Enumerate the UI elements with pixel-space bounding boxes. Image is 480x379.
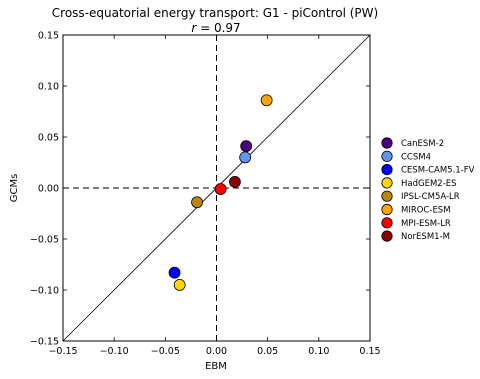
x-tick-label-3: 0.00 bbox=[206, 346, 227, 357]
legend-label-4: IPSL-CM5A-LR bbox=[401, 192, 460, 202]
legend-marker-0 bbox=[381, 137, 393, 149]
data-point-2 bbox=[168, 266, 181, 279]
legend-label-2: CESM-CAM5.1-FV bbox=[401, 166, 475, 176]
data-point-5 bbox=[260, 94, 273, 107]
legend-label-1: CCSM4 bbox=[401, 152, 431, 162]
y-tick-label-1: −0.10 bbox=[30, 286, 59, 297]
legend: CanESM-2 CCSM4 CESM-CAM5.1-FV HadGEM2-ES IPS… bbox=[381, 137, 475, 242]
legend-marker-1 bbox=[381, 150, 393, 162]
x-tick-label-4: 0.05 bbox=[257, 346, 278, 357]
legend-label-5: MIROC-ESM bbox=[401, 206, 451, 216]
x-tick-label-1: −0.10 bbox=[100, 346, 129, 357]
chart-title: Cross-equatorial energy transport: G1 - … bbox=[52, 6, 378, 20]
legend-label-0: CanESM-2 bbox=[401, 139, 444, 149]
y-tick-label-6: 0.15 bbox=[38, 31, 59, 42]
data-point-6 bbox=[214, 183, 227, 195]
legend-label-6: MPI-ESM-LR bbox=[401, 219, 451, 229]
plot-area: −0.15 −0.10 −0.05 0.00 0.05 0.10 0.15 −0.15 −0.1… bbox=[30, 31, 381, 358]
subtitle-symbol: r bbox=[191, 21, 197, 35]
x-tick-label-6: 0.15 bbox=[359, 346, 380, 357]
x-tick-label-0: −0.15 bbox=[48, 346, 77, 357]
legend-marker-2 bbox=[381, 164, 393, 176]
data-point-4 bbox=[191, 196, 203, 209]
legend-marker-3 bbox=[381, 177, 393, 189]
x-axis-label: EBM bbox=[205, 361, 227, 372]
data-point-3 bbox=[173, 278, 186, 291]
y-tick-label-3: 0.00 bbox=[38, 184, 59, 195]
x-tick-label-5: 0.10 bbox=[308, 346, 329, 357]
y-axis-label: GCMs bbox=[9, 174, 20, 203]
legend-label-7: NorESM1-M bbox=[401, 232, 450, 242]
x-tick-label-2: −0.05 bbox=[151, 346, 180, 357]
subtitle-value: = 0.97 bbox=[196, 21, 240, 35]
svg-text:r = 0.97: r = 0.97 bbox=[191, 21, 240, 35]
y-tick-label-4: 0.05 bbox=[38, 133, 59, 144]
y-tick-label-2: −0.05 bbox=[30, 235, 59, 246]
legend-label-3: HadGEM2-ES bbox=[401, 179, 457, 189]
y-tick-label-0: −0.15 bbox=[30, 337, 59, 348]
legend-marker-4 bbox=[381, 190, 393, 202]
legend-marker-6 bbox=[381, 217, 393, 229]
data-point-7 bbox=[229, 175, 241, 188]
chart-subtitle: r = 0.97 bbox=[191, 21, 240, 35]
data-point-1 bbox=[239, 151, 252, 164]
legend-marker-7 bbox=[381, 230, 393, 242]
y-tick-label-5: 0.10 bbox=[38, 82, 59, 93]
data-point-0 bbox=[240, 140, 253, 153]
legend-marker-5 bbox=[381, 203, 393, 216]
